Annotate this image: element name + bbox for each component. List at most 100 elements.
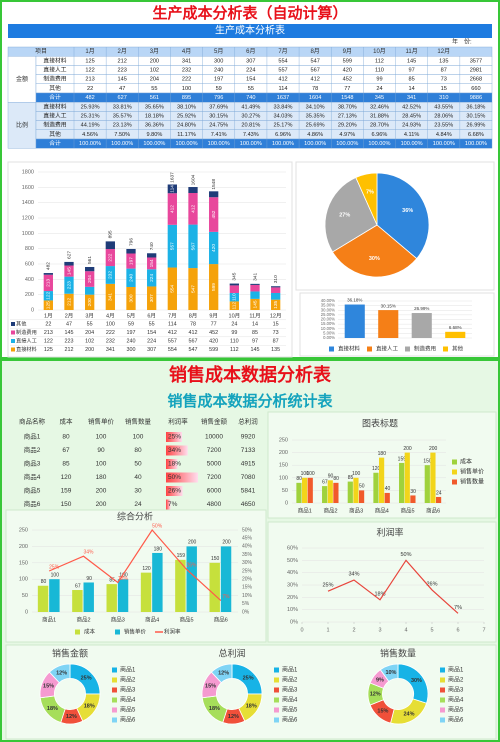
total-label: 796 [128,238,134,246]
table-header: 销售数量 [125,417,152,426]
y-tick-label: 1400 [22,200,34,206]
x-tick-label: 5 [430,627,433,633]
table-cell: 547 [310,58,319,64]
group-cell [7,56,37,103]
legend-swatch [75,629,80,635]
data-label: 25% [243,675,254,681]
table-row [35,120,493,130]
table-cell: 200 [96,501,107,508]
table-cell: 100.00% [368,141,390,147]
data-label: 547 [190,285,196,293]
table-cell: 197 [214,77,223,83]
total-label: 1548 [211,179,217,190]
bar-segment [229,301,239,310]
table-cell: 412 [278,77,287,83]
table-cell: 90 [97,447,105,454]
y-tick-label: 400 [25,277,34,283]
data-label: 12% [370,691,381,697]
legend-label: 成本 [84,627,96,635]
year-label: 年 份: [452,38,472,46]
table-cell: 50 [134,461,142,468]
bar-segment [229,283,239,286]
table-cell: 商品6 [24,499,41,508]
table-cell: 100.00% [79,141,101,147]
table-cell: 114 [279,86,288,92]
data-table-cell: 341 [106,347,115,353]
bar [220,546,232,612]
x-tick-label: 2月 [65,312,74,319]
table-header: 总利润 [238,417,258,426]
bar-segment [188,193,198,225]
table-cell: 24 [376,86,382,92]
bar [445,331,466,338]
data-table-cell: 567 [189,338,198,344]
legend-swatch [452,459,457,465]
bar [175,559,186,612]
table-cell: 135 [439,58,448,64]
bar-segment [126,248,136,254]
y-tick-label: 10% [287,607,298,613]
table-cell: 42.52% [402,104,421,110]
y-tick-label: 35.00% [321,303,335,308]
legend-swatch [11,347,15,352]
data-table-cell: 145 [65,330,74,336]
table-cell: 100.00% [433,141,455,147]
data-label: 120 [142,566,151,572]
data-table-cell: 73 [273,330,279,336]
bar-segment [64,276,74,294]
data-label: 15% [205,684,216,690]
table-month: 1月 [85,48,94,55]
table-cell: 30.15% [466,113,485,119]
table-cell: 28.06% [434,113,453,119]
bar-segment [250,284,260,292]
legend-label: 其他 [16,319,26,327]
table-month: 10月 [373,48,386,55]
table-cell: 6.96% [372,132,388,138]
table-cell: 895 [182,95,191,101]
y-tick-label: 20% [287,595,298,601]
y-tick-label: 45% [242,536,253,542]
bar-segment [64,261,74,266]
x-tick-label: 4 [404,627,407,633]
total-label: 740 [149,242,155,250]
table-cell: 154 [246,77,255,83]
data-table-cell: 85 [252,330,258,336]
table-cell: 100.00% [304,141,326,147]
data-table-cell: 212 [65,347,74,353]
x-tick-label: 6月 [147,312,156,319]
data-label: 15% [377,709,388,715]
bar-segment [85,271,95,287]
table-cell: 9886 [470,95,482,101]
bar-segment [167,267,177,310]
legend-label: 商品4 [282,696,298,704]
table-cell: 232 [182,67,191,73]
table-header: 销售金额 [201,417,228,426]
data-label: 159 [398,456,407,462]
table-month: 4月 [182,48,191,55]
legend-swatch [440,677,445,683]
table-cell: 100.00% [111,141,133,147]
data-label: 67 [322,479,328,485]
table-cell: 67 [62,447,70,454]
table-cell: 4.56% [82,132,98,138]
bar [353,477,359,503]
data-label: 12% [56,670,67,676]
table-cell: 224 [246,67,255,73]
table-cell: 100.00% [272,141,294,147]
slice [210,663,233,684]
row-label: 直接人工 [43,112,66,120]
data-label: 67 [75,583,81,589]
legend-swatch [115,629,120,635]
chart-title: 销售金额 [52,647,88,658]
table-cell: 557 [278,67,287,73]
table-cell: 100.00% [175,141,197,147]
data-label: 100 [301,471,310,477]
data-table-cell: 547 [189,347,198,353]
table-cell: 30.27% [241,113,260,119]
table-cell: 420 [343,67,352,73]
data-label: 27% [339,212,350,218]
bar-segment [229,292,239,302]
data-label: 567 [190,242,196,250]
data-table-cell: 102 [85,338,94,344]
table-cell: 5841 [241,488,256,495]
